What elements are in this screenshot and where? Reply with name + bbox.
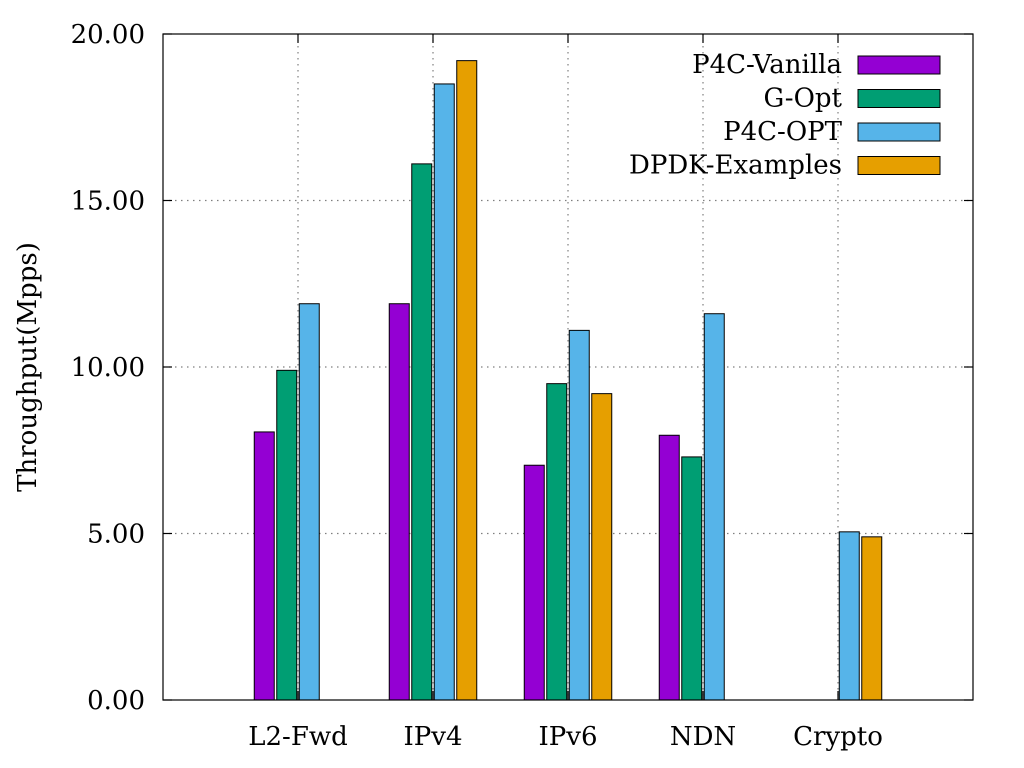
bar-dpdk-examples-ipv4 bbox=[456, 60, 478, 701]
y-tick-label: 15.00 bbox=[71, 187, 145, 217]
legend-label: G-Opt bbox=[764, 84, 843, 114]
bar-g-opt-l2-fwd bbox=[276, 369, 298, 701]
bar-p4c-opt-ipv4 bbox=[433, 83, 455, 701]
legend-label: P4C-OPT bbox=[723, 117, 843, 147]
bar-p4c-opt-crypto bbox=[838, 531, 860, 701]
axis-ticks bbox=[163, 33, 973, 701]
x-category-label: L2-Fwd bbox=[248, 722, 348, 752]
bar-p4c-vanilla-ipv6 bbox=[523, 464, 545, 701]
legend-swatch bbox=[857, 122, 941, 142]
bars bbox=[253, 60, 883, 701]
y-tick-label: 20.00 bbox=[71, 20, 145, 50]
bar-dpdk-examples-crypto bbox=[861, 536, 883, 701]
y-axis-title: Throughput(Mpps) bbox=[13, 242, 43, 492]
y-tick-label: 0.00 bbox=[87, 686, 145, 716]
x-category-label: IPv6 bbox=[539, 722, 598, 752]
legend-swatch bbox=[857, 55, 941, 75]
bar-p4c-vanilla-ndn bbox=[658, 434, 680, 701]
bar-p4c-opt-ipv6 bbox=[568, 329, 590, 701]
bar-g-opt-ipv6 bbox=[546, 383, 568, 701]
x-tick-labels: L2-Fwd IPv4 IPv6 NDN Crypto bbox=[248, 722, 883, 752]
bar-g-opt-ndn bbox=[681, 456, 703, 701]
bar-dpdk-examples-ipv6 bbox=[591, 393, 613, 701]
legend-swatch bbox=[857, 156, 941, 175]
legend-swatch bbox=[857, 89, 941, 108]
bar-p4c-opt-l2-fwd bbox=[298, 303, 320, 701]
bar-p4c-vanilla-ipv4 bbox=[388, 303, 410, 701]
legend-label: DPDK-Examples bbox=[629, 151, 842, 181]
y-tick-labels: 0.00 5.00 10.00 15.00 20.00 bbox=[71, 20, 145, 716]
bar-p4c-opt-ndn bbox=[703, 313, 725, 701]
bar-p4c-vanilla-l2-fwd bbox=[253, 431, 275, 701]
x-category-label: Crypto bbox=[793, 722, 883, 752]
bar-g-opt-ipv4 bbox=[411, 163, 433, 701]
x-category-label: IPv4 bbox=[404, 722, 463, 752]
x-category-label: NDN bbox=[670, 722, 736, 752]
legend-label: P4C-Vanilla bbox=[692, 50, 842, 80]
y-tick-label: 5.00 bbox=[87, 520, 145, 550]
y-tick-label: 10.00 bbox=[71, 353, 145, 383]
